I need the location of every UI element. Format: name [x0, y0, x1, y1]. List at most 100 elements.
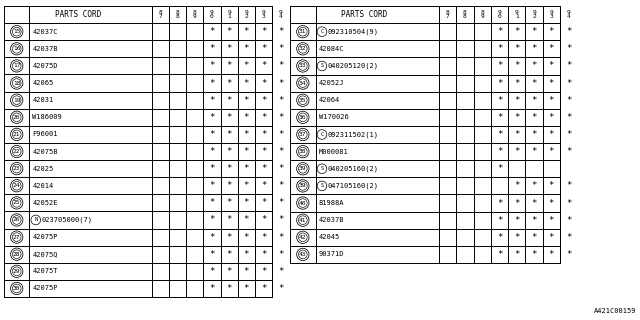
Text: *: *	[566, 27, 572, 36]
Text: *: *	[548, 233, 554, 242]
Text: *: *	[514, 27, 520, 36]
Text: *: *	[531, 147, 537, 156]
Text: F96001: F96001	[33, 132, 58, 137]
Text: *: *	[227, 78, 232, 88]
Text: *: *	[566, 216, 572, 225]
Text: *: *	[209, 215, 214, 224]
Text: *: *	[566, 250, 572, 259]
Text: *: *	[260, 284, 266, 293]
Text: *: *	[209, 130, 214, 139]
Text: *: *	[227, 44, 232, 53]
Text: *: *	[566, 79, 572, 88]
Text: 26: 26	[13, 218, 20, 222]
Text: *: *	[548, 181, 554, 190]
Text: 33: 33	[299, 63, 307, 68]
Text: *: *	[278, 27, 284, 36]
Text: *: *	[531, 44, 537, 53]
Text: *: *	[260, 147, 266, 156]
Text: *: *	[227, 164, 232, 173]
Text: *: *	[566, 130, 572, 139]
Text: 9
4: 9 4	[278, 10, 282, 19]
Text: 40: 40	[299, 201, 307, 205]
Text: *: *	[548, 198, 554, 208]
Text: *: *	[244, 61, 249, 70]
Text: *: *	[566, 147, 572, 156]
Text: 42084C: 42084C	[319, 46, 344, 52]
Text: 43: 43	[299, 252, 307, 257]
Text: 42045: 42045	[319, 234, 340, 240]
Text: *: *	[566, 113, 572, 122]
Text: *: *	[209, 61, 214, 70]
Text: 90371D: 90371D	[319, 252, 344, 257]
Text: *: *	[209, 147, 214, 156]
Text: *: *	[260, 44, 266, 53]
Text: *: *	[514, 113, 520, 122]
Text: 38: 38	[299, 149, 307, 154]
Text: *: *	[548, 44, 554, 53]
Text: 36: 36	[299, 115, 307, 120]
Text: *: *	[244, 27, 249, 36]
Text: *: *	[278, 96, 284, 105]
Text: *: *	[566, 233, 572, 242]
Text: *: *	[260, 130, 266, 139]
Text: *: *	[278, 147, 284, 156]
Text: *: *	[209, 284, 214, 293]
Text: *: *	[244, 250, 249, 259]
Text: 42037B: 42037B	[319, 217, 344, 223]
Text: 19: 19	[13, 98, 20, 103]
Text: 24: 24	[13, 183, 20, 188]
Text: 27: 27	[13, 235, 20, 240]
Text: 42075D: 42075D	[33, 63, 58, 69]
Text: 42014: 42014	[33, 183, 54, 189]
Text: 28: 28	[13, 252, 20, 257]
Text: *: *	[497, 233, 502, 242]
Text: *: *	[278, 284, 284, 293]
Text: 9
0: 9 0	[498, 10, 501, 19]
Text: *: *	[227, 61, 232, 70]
Text: 81988A: 81988A	[319, 200, 344, 206]
Text: 18: 18	[13, 81, 20, 85]
Text: *: *	[531, 233, 537, 242]
Text: 15: 15	[13, 29, 20, 34]
Text: *: *	[278, 113, 284, 122]
Text: 9
1: 9 1	[515, 10, 518, 19]
Text: *: *	[227, 233, 232, 242]
Text: 8
8: 8 8	[176, 10, 180, 19]
Text: *: *	[531, 250, 537, 259]
Text: *: *	[548, 113, 554, 122]
Text: *: *	[566, 44, 572, 53]
Text: *: *	[514, 233, 520, 242]
Text: *: *	[260, 215, 266, 224]
Text: 047105160(2): 047105160(2)	[328, 183, 379, 189]
Text: *: *	[514, 181, 520, 190]
Text: C: C	[321, 132, 324, 137]
Text: *: *	[497, 198, 502, 208]
Text: *: *	[260, 96, 266, 105]
Text: 9
0: 9 0	[210, 10, 214, 19]
Text: 34: 34	[299, 81, 307, 85]
Text: 9
1: 9 1	[227, 10, 231, 19]
Text: 42075T: 42075T	[33, 268, 58, 274]
Text: *: *	[514, 44, 520, 53]
Text: *: *	[209, 113, 214, 122]
Text: *: *	[514, 216, 520, 225]
Text: *: *	[244, 284, 249, 293]
Text: *: *	[531, 79, 537, 88]
Text: M000081: M000081	[319, 148, 348, 155]
Text: W170026: W170026	[319, 114, 348, 120]
Text: 8
7: 8 7	[159, 10, 163, 19]
Text: *: *	[531, 27, 537, 36]
Text: *: *	[227, 27, 232, 36]
Text: 16: 16	[13, 46, 20, 51]
Text: *: *	[260, 267, 266, 276]
Text: *: *	[497, 44, 502, 53]
Text: *: *	[278, 250, 284, 259]
Text: *: *	[497, 216, 502, 225]
Text: 32: 32	[299, 46, 307, 51]
Text: *: *	[531, 130, 537, 139]
Text: *: *	[497, 113, 502, 122]
Text: PARTS CORD: PARTS CORD	[55, 10, 101, 19]
Text: 35: 35	[299, 98, 307, 103]
Text: *: *	[514, 79, 520, 88]
Text: *: *	[209, 250, 214, 259]
